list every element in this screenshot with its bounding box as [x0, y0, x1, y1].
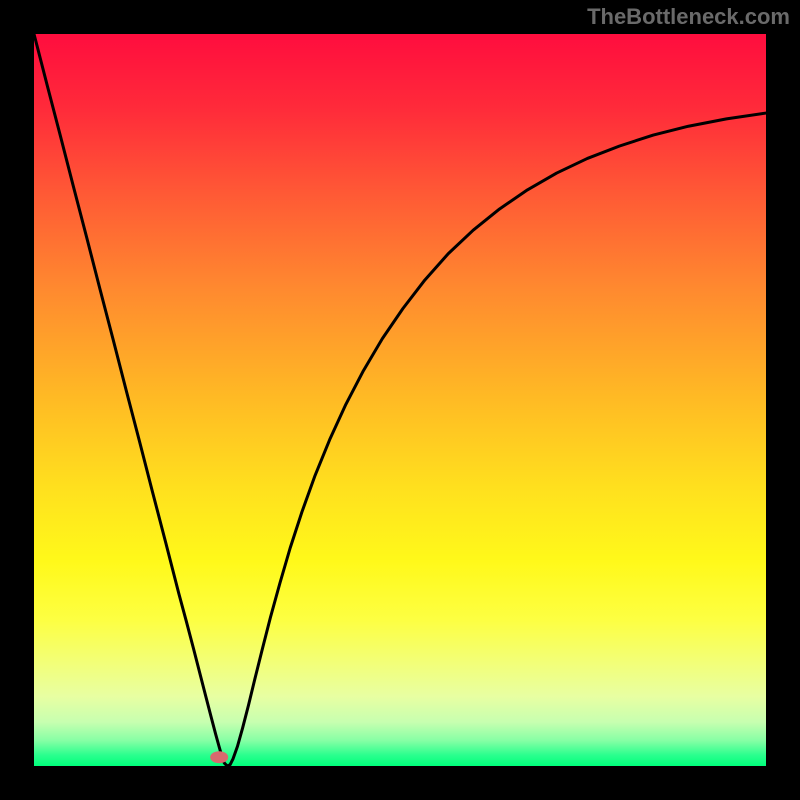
plot-area	[34, 34, 766, 766]
bottleneck-chart: TheBottleneck.com	[0, 0, 800, 800]
optimal-point-marker	[210, 751, 228, 763]
watermark-text: TheBottleneck.com	[587, 4, 790, 29]
